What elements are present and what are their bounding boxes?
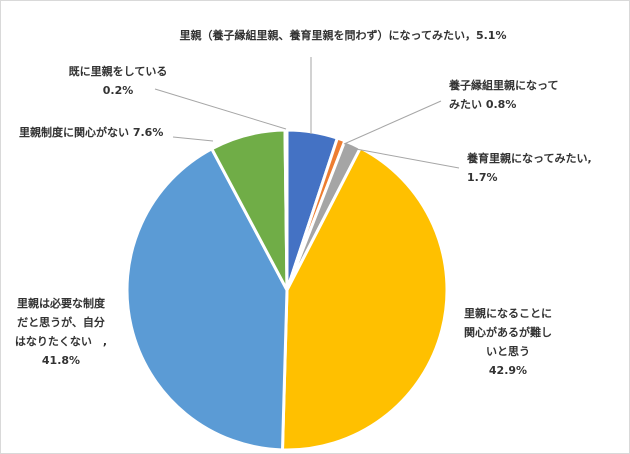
slice-label-4: 里親になることに関心があるが難しいと思う 42.9% (464, 306, 552, 377)
pie-slice-4 (280, 145, 449, 452)
slice-label-1: 里親（養子縁組里親、養育里親を問わず）になってみたい，5.1% (180, 28, 507, 42)
leader-line-2 (343, 100, 442, 145)
slice-label-6: 里親制度に関心がない 7.6% (19, 125, 163, 139)
leader-line-6 (172, 136, 214, 142)
leader-lines (154, 57, 460, 169)
slice-label-7: 既に里親をしている 0.2% (69, 64, 168, 97)
slice-label-3: 養育里親になってみたい, 1.7% (467, 151, 592, 184)
leader-line-3 (355, 148, 460, 169)
pie-slices (125, 128, 449, 452)
leader-line-7 (154, 88, 287, 130)
pie-slice-7 (283, 128, 289, 291)
pie-slice-5 (125, 146, 289, 452)
slice-labels: 里親（養子縁組里親、養育里親を問わず）になってみたい，5.1% 養子縁組里親になっ… (15, 28, 592, 377)
slice-label-5: 里親は必要な制度だと思うが、自分はなりたくない , 41.8% (15, 296, 107, 367)
slice-label-2: 養子縁組里親になってみたい 0.8% (449, 78, 558, 111)
